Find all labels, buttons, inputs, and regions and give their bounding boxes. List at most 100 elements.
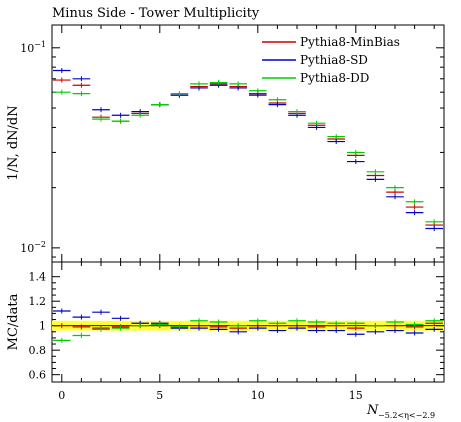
main-plot-frame <box>51 24 445 263</box>
legend-item-pythia8-minbias: Pythia8-MinBias <box>262 35 400 49</box>
legend-label: Pythia8-DD <box>300 71 369 85</box>
ratio-point-pythia8-sd <box>190 325 208 331</box>
ratio-point-pythia8-dd <box>366 323 385 329</box>
x-tick-label: 15 <box>349 389 363 402</box>
ratio-point-pythia8-dd <box>288 318 306 324</box>
ratio-point-pythia8-dd <box>111 325 130 331</box>
ratio-point-pythia8-dd <box>249 318 267 324</box>
x-tick-label: 5 <box>156 389 163 402</box>
data-point-pythia8-minbias <box>53 77 71 83</box>
data-point-pythia8-dd <box>288 109 306 115</box>
ratio-y-tick-label: 0.8 <box>29 344 47 357</box>
data-point-pythia8-sd <box>249 92 267 98</box>
ratio-point-pythia8-dd <box>425 318 443 324</box>
ratio-point-pythia8-dd <box>151 321 169 327</box>
ratio-point-pythia8-sd <box>268 328 287 334</box>
data-point-pythia8-sd <box>53 68 71 74</box>
data-point-pythia8-minbias <box>405 204 424 210</box>
ratio-point-pythia8-sd <box>327 328 345 334</box>
ratio-point-pythia8-dd <box>209 319 228 325</box>
ratio-point-pythia8-minbias <box>347 325 365 331</box>
data-point-pythia8-dd <box>425 219 443 225</box>
legend-label: Pythia8-MinBias <box>300 35 400 49</box>
ratio-point-pythia8-sd <box>229 329 247 335</box>
ratio-point-pythia8-dd <box>131 323 149 329</box>
legend-item-pythia8-sd: Pythia8-SD <box>262 53 368 67</box>
data-point-pythia8-dd <box>111 118 130 124</box>
main-plot-series <box>53 68 443 231</box>
x-tick-label: 0 <box>58 389 65 402</box>
ratio-point-pythia8-dd <box>327 320 345 326</box>
ratio-point-pythia8-dd <box>268 320 287 326</box>
ratio-plot-series <box>53 308 443 343</box>
ratio-point-pythia8-sd <box>288 325 306 331</box>
ratio-point-pythia8-sd <box>347 331 365 337</box>
data-point-pythia8-dd <box>92 116 110 122</box>
ratio-point-pythia8-dd <box>229 323 247 329</box>
ratio-point-pythia8-dd <box>53 337 71 343</box>
data-point-pythia8-sd <box>405 210 424 216</box>
chart-title: Minus Side - Tower Multiplicity <box>52 6 260 21</box>
ratio-point-pythia8-sd <box>405 330 424 336</box>
data-point-pythia8-dd <box>72 91 91 97</box>
ratio-point-pythia8-minbias <box>53 323 71 329</box>
ratio-point-pythia8-sd <box>111 315 130 321</box>
ratio-point-pythia8-sd <box>209 326 228 332</box>
data-point-pythia8-dd <box>170 91 189 97</box>
x-axis-label: N −5.2<η<−2.9 <box>366 403 435 420</box>
data-point-pythia8-sd <box>307 124 326 130</box>
data-point-pythia8-sd <box>347 159 365 165</box>
legend: Pythia8-MinBias Pythia8-SD Pythia8-DD <box>262 35 400 85</box>
main-y-axis: 10−1 10−2 <box>20 40 444 258</box>
legend-item-pythia8-dd: Pythia8-DD <box>262 71 369 85</box>
ratio-point-pythia8-sd <box>72 314 91 320</box>
ratio-point-pythia8-dd <box>170 324 189 330</box>
ratio-point-pythia8-sd <box>425 326 443 332</box>
data-point-pythia8-dd <box>190 81 208 87</box>
ratio-point-pythia8-dd <box>347 320 365 326</box>
data-point-pythia8-sd <box>366 176 385 182</box>
data-point-pythia8-dd <box>249 88 267 94</box>
data-point-pythia8-minbias <box>386 189 404 195</box>
data-point-pythia8-sd <box>425 225 443 231</box>
ratio-point-pythia8-dd <box>92 326 110 332</box>
data-point-pythia8-sd <box>111 112 130 118</box>
ratio-y-tick-label: 0.6 <box>29 369 47 382</box>
ratio-point-pythia8-sd <box>366 329 385 335</box>
ratio-y-tick-label: 1.4 <box>29 271 47 284</box>
ratio-y-tick-label: 1.2 <box>29 295 47 308</box>
ratio-point-pythia8-dd <box>190 318 208 324</box>
data-point-pythia8-dd <box>347 149 365 155</box>
data-point-pythia8-dd <box>53 89 71 95</box>
data-point-pythia8-dd <box>131 112 149 118</box>
ratio-point-pythia8-sd <box>386 328 404 334</box>
data-point-pythia8-dd <box>327 134 345 140</box>
x-axis: 0 5 10 15 <box>58 25 435 402</box>
data-point-pythia8-dd <box>229 81 247 87</box>
ratio-point-pythia8-sd <box>307 328 326 334</box>
x-axis-label-symbol: N <box>366 403 379 418</box>
x-axis-label-subscript: −5.2<η<−2.9 <box>378 411 435 420</box>
data-point-pythia8-sd <box>327 139 345 145</box>
data-point-pythia8-sd <box>268 102 287 108</box>
ratio-y-axis-label: MC/data <box>6 293 21 350</box>
data-point-pythia8-dd <box>209 80 228 86</box>
data-point-pythia8-minbias <box>72 82 91 88</box>
data-point-pythia8-sd <box>72 76 91 82</box>
data-point-pythia8-dd <box>151 102 169 108</box>
ratio-point-pythia8-sd <box>92 309 110 315</box>
x-tick-label: 10 <box>251 389 265 402</box>
ratio-point-pythia8-dd <box>72 332 91 338</box>
legend-label: Pythia8-SD <box>300 53 368 67</box>
ratio-point-pythia8-dd <box>386 319 404 325</box>
ratio-point-pythia8-dd <box>307 319 326 325</box>
data-point-pythia8-sd <box>386 194 404 200</box>
main-y-axis-label: 1/N, dN/dN <box>6 105 21 180</box>
ratio-y-tick-label: 1 <box>39 320 46 333</box>
data-point-pythia8-dd <box>405 199 424 205</box>
data-point-pythia8-dd <box>307 120 326 126</box>
main-y-tick-label: 10−1 <box>20 40 46 55</box>
data-point-pythia8-dd <box>366 169 385 175</box>
ratio-point-pythia8-minbias <box>72 324 91 330</box>
